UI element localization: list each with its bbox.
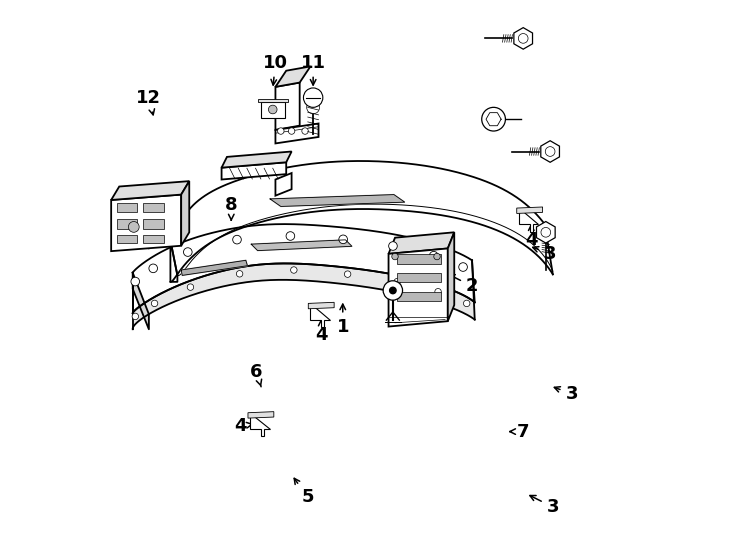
Bar xyxy=(396,254,441,264)
Circle shape xyxy=(383,281,402,300)
Polygon shape xyxy=(248,411,274,418)
Bar xyxy=(261,102,285,118)
Circle shape xyxy=(463,300,470,307)
Text: 7: 7 xyxy=(510,423,529,441)
Circle shape xyxy=(344,271,351,278)
Polygon shape xyxy=(170,161,553,282)
Circle shape xyxy=(307,101,319,114)
Text: 8: 8 xyxy=(225,197,238,220)
Polygon shape xyxy=(133,264,475,329)
Circle shape xyxy=(269,105,277,114)
Text: 11: 11 xyxy=(301,53,326,85)
Circle shape xyxy=(236,271,243,277)
Circle shape xyxy=(435,288,441,295)
Circle shape xyxy=(149,264,158,273)
Bar xyxy=(117,219,137,228)
Circle shape xyxy=(233,235,241,244)
Polygon shape xyxy=(275,66,310,87)
Polygon shape xyxy=(181,181,189,246)
Polygon shape xyxy=(275,124,319,144)
Circle shape xyxy=(518,33,528,43)
Polygon shape xyxy=(270,194,404,206)
Circle shape xyxy=(545,147,555,157)
Circle shape xyxy=(303,88,323,107)
Text: 5: 5 xyxy=(294,478,314,507)
Polygon shape xyxy=(275,173,291,195)
Circle shape xyxy=(389,242,397,251)
Circle shape xyxy=(394,279,401,285)
Circle shape xyxy=(291,267,297,273)
Polygon shape xyxy=(111,181,189,200)
Bar xyxy=(143,219,164,228)
Text: 4: 4 xyxy=(234,417,252,435)
Circle shape xyxy=(434,253,440,260)
Polygon shape xyxy=(541,141,559,163)
Polygon shape xyxy=(517,207,542,213)
Polygon shape xyxy=(388,232,454,254)
Polygon shape xyxy=(448,232,454,321)
Bar xyxy=(143,235,164,243)
Circle shape xyxy=(541,227,550,237)
Bar xyxy=(396,292,441,301)
Circle shape xyxy=(277,128,284,134)
Bar xyxy=(396,273,441,282)
Text: 4: 4 xyxy=(525,225,537,249)
Polygon shape xyxy=(258,99,288,102)
Text: 3: 3 xyxy=(554,385,578,403)
Circle shape xyxy=(288,128,295,134)
Polygon shape xyxy=(310,303,330,327)
Polygon shape xyxy=(111,194,181,251)
Polygon shape xyxy=(222,163,286,179)
Circle shape xyxy=(459,263,468,271)
Circle shape xyxy=(339,235,347,244)
Circle shape xyxy=(184,248,192,256)
Circle shape xyxy=(392,253,399,260)
Text: 9: 9 xyxy=(393,293,408,316)
Polygon shape xyxy=(275,83,299,130)
Polygon shape xyxy=(170,240,178,282)
Circle shape xyxy=(429,252,438,260)
Circle shape xyxy=(131,277,139,286)
Polygon shape xyxy=(222,152,291,167)
Polygon shape xyxy=(250,413,269,436)
Polygon shape xyxy=(135,200,170,248)
Bar xyxy=(117,202,137,212)
Polygon shape xyxy=(308,302,334,309)
Circle shape xyxy=(128,221,139,232)
Text: 4: 4 xyxy=(315,320,327,343)
Text: 10: 10 xyxy=(263,53,288,85)
Circle shape xyxy=(151,300,158,307)
Polygon shape xyxy=(133,224,475,313)
Polygon shape xyxy=(388,248,448,327)
Circle shape xyxy=(132,313,139,320)
Circle shape xyxy=(286,232,294,240)
Bar xyxy=(143,202,164,212)
Circle shape xyxy=(482,107,506,131)
Polygon shape xyxy=(135,210,149,248)
Text: 3: 3 xyxy=(530,496,559,516)
Polygon shape xyxy=(251,240,352,251)
Text: 12: 12 xyxy=(137,89,161,115)
Circle shape xyxy=(302,128,308,134)
Polygon shape xyxy=(181,260,247,275)
Polygon shape xyxy=(537,221,555,243)
Text: 2: 2 xyxy=(449,275,479,295)
Polygon shape xyxy=(519,208,538,232)
Bar xyxy=(117,235,137,243)
Polygon shape xyxy=(133,273,149,329)
Circle shape xyxy=(187,284,194,291)
Text: 1: 1 xyxy=(336,304,349,335)
Circle shape xyxy=(390,287,396,294)
Text: 6: 6 xyxy=(250,363,263,387)
Text: 3: 3 xyxy=(533,245,556,263)
Polygon shape xyxy=(514,28,533,49)
